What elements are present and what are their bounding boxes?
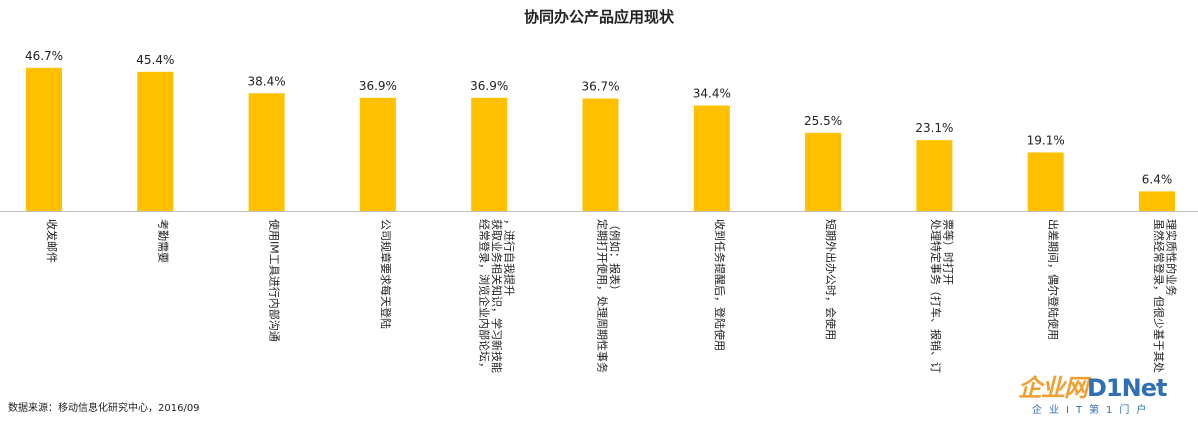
watermark-main-text: 企业网D1Net <box>1018 374 1167 402</box>
category-label: 收发邮件 <box>45 219 59 263</box>
chart-title: 协同办公产品应用现状 <box>523 8 674 26</box>
bar <box>1139 191 1175 211</box>
watermark-sub-text: 企业IT第1门户 <box>1032 405 1154 416</box>
bar <box>916 140 953 211</box>
bar-value-label: 6.4% <box>1142 172 1173 186</box>
bar-chart: 46.7% 45.4% 38.4% 36.9% 36.9% 36.7% 34.4% 25.5%… <box>0 49 1198 373</box>
bar-value-label: 38.4% <box>248 74 286 88</box>
bar-value-label: 36.7% <box>581 79 619 93</box>
bar-value-label: 19.1% <box>1027 133 1065 147</box>
bar <box>471 97 508 211</box>
category-label: 收到任务提醒后，登陆使用 <box>713 219 727 351</box>
bar <box>248 93 285 211</box>
category-label: 出差期间，偶尔登陆使用 <box>1047 219 1061 340</box>
category-label: 使用IM工具进行内部沟通 <box>268 219 282 342</box>
bar <box>1027 152 1064 211</box>
d1net-watermark-logo: 企业网D1Net 企业IT第1门户 <box>1010 368 1198 420</box>
bar <box>582 98 619 211</box>
bars-group <box>26 67 1175 212</box>
bar-value-label: 45.4% <box>136 53 174 67</box>
category-label: 短期外出办公时，会使用 <box>824 219 838 340</box>
bar-value-label: 23.1% <box>915 121 953 135</box>
bar-value-label: 36.9% <box>470 79 508 93</box>
bar-value-label: 34.4% <box>693 87 731 101</box>
category-labels-group: 收发邮件 考勤需要 使用IM工具进行内部沟通 公司规章要求每天登陆 经常登录，浏览企业内… <box>45 219 1178 373</box>
bar-value-label: 36.9% <box>359 79 397 93</box>
bar <box>693 105 730 211</box>
source-note: 数据来源：移动信息化研究中心，2016/09 <box>8 403 200 414</box>
category-label: 处理特定事务（打车、报销、订票等）时打开 <box>929 219 956 373</box>
bar <box>805 132 842 211</box>
bar <box>26 67 62 211</box>
category-label: 考勤需要 <box>156 219 169 263</box>
category-label: 虽然经常登录，但很少基于其处理实质性的业务 <box>1152 219 1179 373</box>
category-label: 定期打开使用，处理周期性事务（例如：报表） <box>595 219 622 373</box>
bar-value-label: 46.7% <box>25 49 63 63</box>
category-label: 公司规章要求每天登陆 <box>379 219 393 329</box>
category-label: 经常登录，浏览企业内部论坛，获取业务相关知识，学习新技能，进行自我提升 <box>478 219 516 373</box>
bar-value-label: 25.5% <box>804 114 842 128</box>
bar <box>137 71 174 212</box>
value-labels-group: 46.7% 45.4% 38.4% 36.9% 36.9% 36.7% 34.4% 25.5%… <box>25 49 1172 187</box>
bar <box>359 97 396 211</box>
